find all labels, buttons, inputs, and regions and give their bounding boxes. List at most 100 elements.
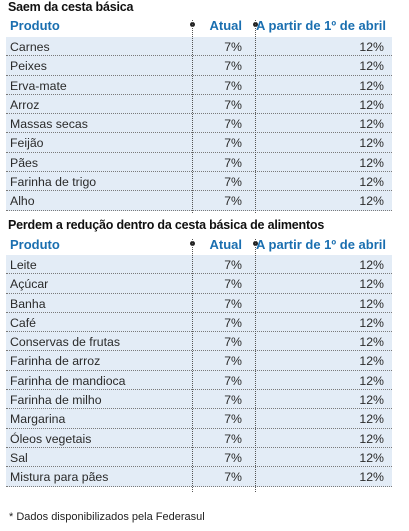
cell-abril: 12% (359, 431, 384, 446)
footnote: * Dados disponibilizados pela Federasul (9, 511, 205, 523)
table-row: Pães 7% 12% (6, 152, 392, 173)
table-row: Leite 7% 12% (6, 255, 392, 275)
cell-abril: 12% (359, 450, 384, 465)
cell-produto: Margarina (10, 412, 66, 427)
cell-atual: 7% (224, 431, 242, 446)
table-row: Conservas de frutas 7% 12% (6, 332, 392, 352)
cell-atual: 7% (224, 78, 242, 93)
cell-produto: Leite (10, 258, 37, 272)
table-row: Carnes 7% 12% (6, 37, 392, 57)
cell-abril: 12% (359, 97, 384, 112)
cell-produto: Alho (10, 194, 35, 209)
header-abril: A partir de 1º de abril (256, 237, 386, 252)
table-row: Mistura para pães 7% 12% (6, 467, 392, 487)
cell-abril: 12% (359, 470, 384, 485)
section2-header-row: Produto Atual A partir de 1º de abril (6, 235, 392, 255)
table-row: Feijão 7% 12% (6, 133, 392, 153)
column-divider (255, 20, 256, 213)
cell-atual: 7% (224, 373, 242, 388)
cell-produto: Mistura para pães (10, 470, 109, 485)
cell-atual: 7% (224, 277, 242, 292)
cell-atual: 7% (224, 155, 242, 170)
cell-produto: Banha (10, 296, 46, 311)
cell-atual: 7% (224, 393, 242, 408)
cell-produto: Arroz (10, 97, 40, 112)
cell-atual: 7% (224, 175, 242, 190)
cell-abril: 12% (359, 354, 384, 369)
section1-rows: Carnes 7% 12% Peixes 7% 12% Erva-mate 7% 12% Arro… (6, 37, 392, 211)
cell-produto: Massas secas (10, 117, 88, 132)
section1-title: Saem da cesta básica (8, 0, 134, 14)
table-row: Arroz 7% 12% (6, 94, 392, 115)
cell-abril: 12% (359, 78, 384, 93)
cell-atual: 7% (224, 258, 242, 272)
cell-abril: 12% (359, 277, 384, 292)
cell-produto: Sal (10, 450, 28, 465)
cell-produto: Farinha de milho (10, 393, 102, 408)
table-row: Farinha de trigo 7% 12% (6, 172, 392, 192)
cell-atual: 7% (224, 136, 242, 151)
cell-abril: 12% (359, 373, 384, 388)
table-row: Farinha de arroz 7% 12% (6, 351, 392, 371)
cell-atual: 7% (224, 117, 242, 132)
table-row: Açúcar 7% 12% (6, 274, 392, 294)
header-abril: A partir de 1º de abril (256, 18, 386, 33)
cell-atual: 7% (224, 97, 242, 112)
cell-atual: 7% (224, 194, 242, 209)
header-atual: Atual (209, 237, 243, 252)
table-row: Erva-mate 7% 12% (6, 75, 392, 95)
cell-abril: 12% (359, 194, 384, 209)
table-row: Farinha de mandioca 7% 12% (6, 370, 392, 391)
table-row: Peixes 7% 12% (6, 56, 392, 76)
cell-abril: 12% (359, 117, 384, 132)
cell-abril: 12% (359, 412, 384, 427)
cell-abril: 12% (359, 335, 384, 350)
cell-produto: Peixes (10, 59, 47, 74)
cell-abril: 12% (359, 59, 384, 74)
cell-atual: 7% (224, 59, 242, 74)
cell-abril: 12% (359, 393, 384, 408)
table-row: Banha 7% 12% (6, 293, 392, 313)
cell-abril: 12% (359, 155, 384, 170)
header-atual: Atual (209, 18, 243, 33)
section1-header-row: Produto Atual A partir de 1º de abril (6, 16, 392, 36)
table-row: Alho 7% 12% (6, 191, 392, 211)
cell-produto: Açúcar (10, 277, 49, 292)
table-row: Margarina 7% 12% (6, 409, 392, 429)
table-row: Massas secas 7% 12% (6, 114, 392, 134)
cell-produto: Farinha de trigo (10, 175, 97, 190)
cell-abril: 12% (359, 40, 384, 54)
cell-abril: 12% (359, 258, 384, 272)
cell-produto: Café (10, 315, 36, 330)
section2-title: Perdem a redução dentro da cesta básica … (8, 218, 325, 232)
column-divider (255, 239, 256, 492)
table-row: Café 7% 12% (6, 312, 392, 333)
cell-produto: Erva-mate (10, 78, 67, 93)
cell-atual: 7% (224, 40, 242, 54)
cell-atual: 7% (224, 315, 242, 330)
cell-abril: 12% (359, 296, 384, 311)
cell-produto: Pães (10, 155, 39, 170)
table-row: Sal 7% 12% (6, 447, 392, 468)
cell-produto: Óleos vegetais (10, 431, 92, 446)
cell-abril: 12% (359, 315, 384, 330)
cell-atual: 7% (224, 450, 242, 465)
header-produto: Produto (10, 18, 60, 33)
cell-atual: 7% (224, 335, 242, 350)
cell-atual: 7% (224, 296, 242, 311)
header-produto: Produto (10, 237, 60, 252)
cell-abril: 12% (359, 175, 384, 190)
cell-abril: 12% (359, 136, 384, 151)
column-divider (192, 20, 193, 213)
table-row: Óleos vegetais 7% 12% (6, 428, 392, 448)
cell-atual: 7% (224, 354, 242, 369)
cell-produto: Feijão (10, 136, 44, 151)
column-divider (192, 239, 193, 492)
section2-rows: Leite 7% 12% Açúcar 7% 12% Banha 7% 12% Café 7% 12%… (6, 255, 392, 487)
cell-produto: Carnes (10, 40, 50, 54)
cell-produto: Conservas de frutas (10, 335, 121, 350)
cell-produto: Farinha de arroz (10, 354, 101, 369)
cell-atual: 7% (224, 412, 242, 427)
table-row: Farinha de milho 7% 12% (6, 390, 392, 410)
cell-atual: 7% (224, 470, 242, 485)
